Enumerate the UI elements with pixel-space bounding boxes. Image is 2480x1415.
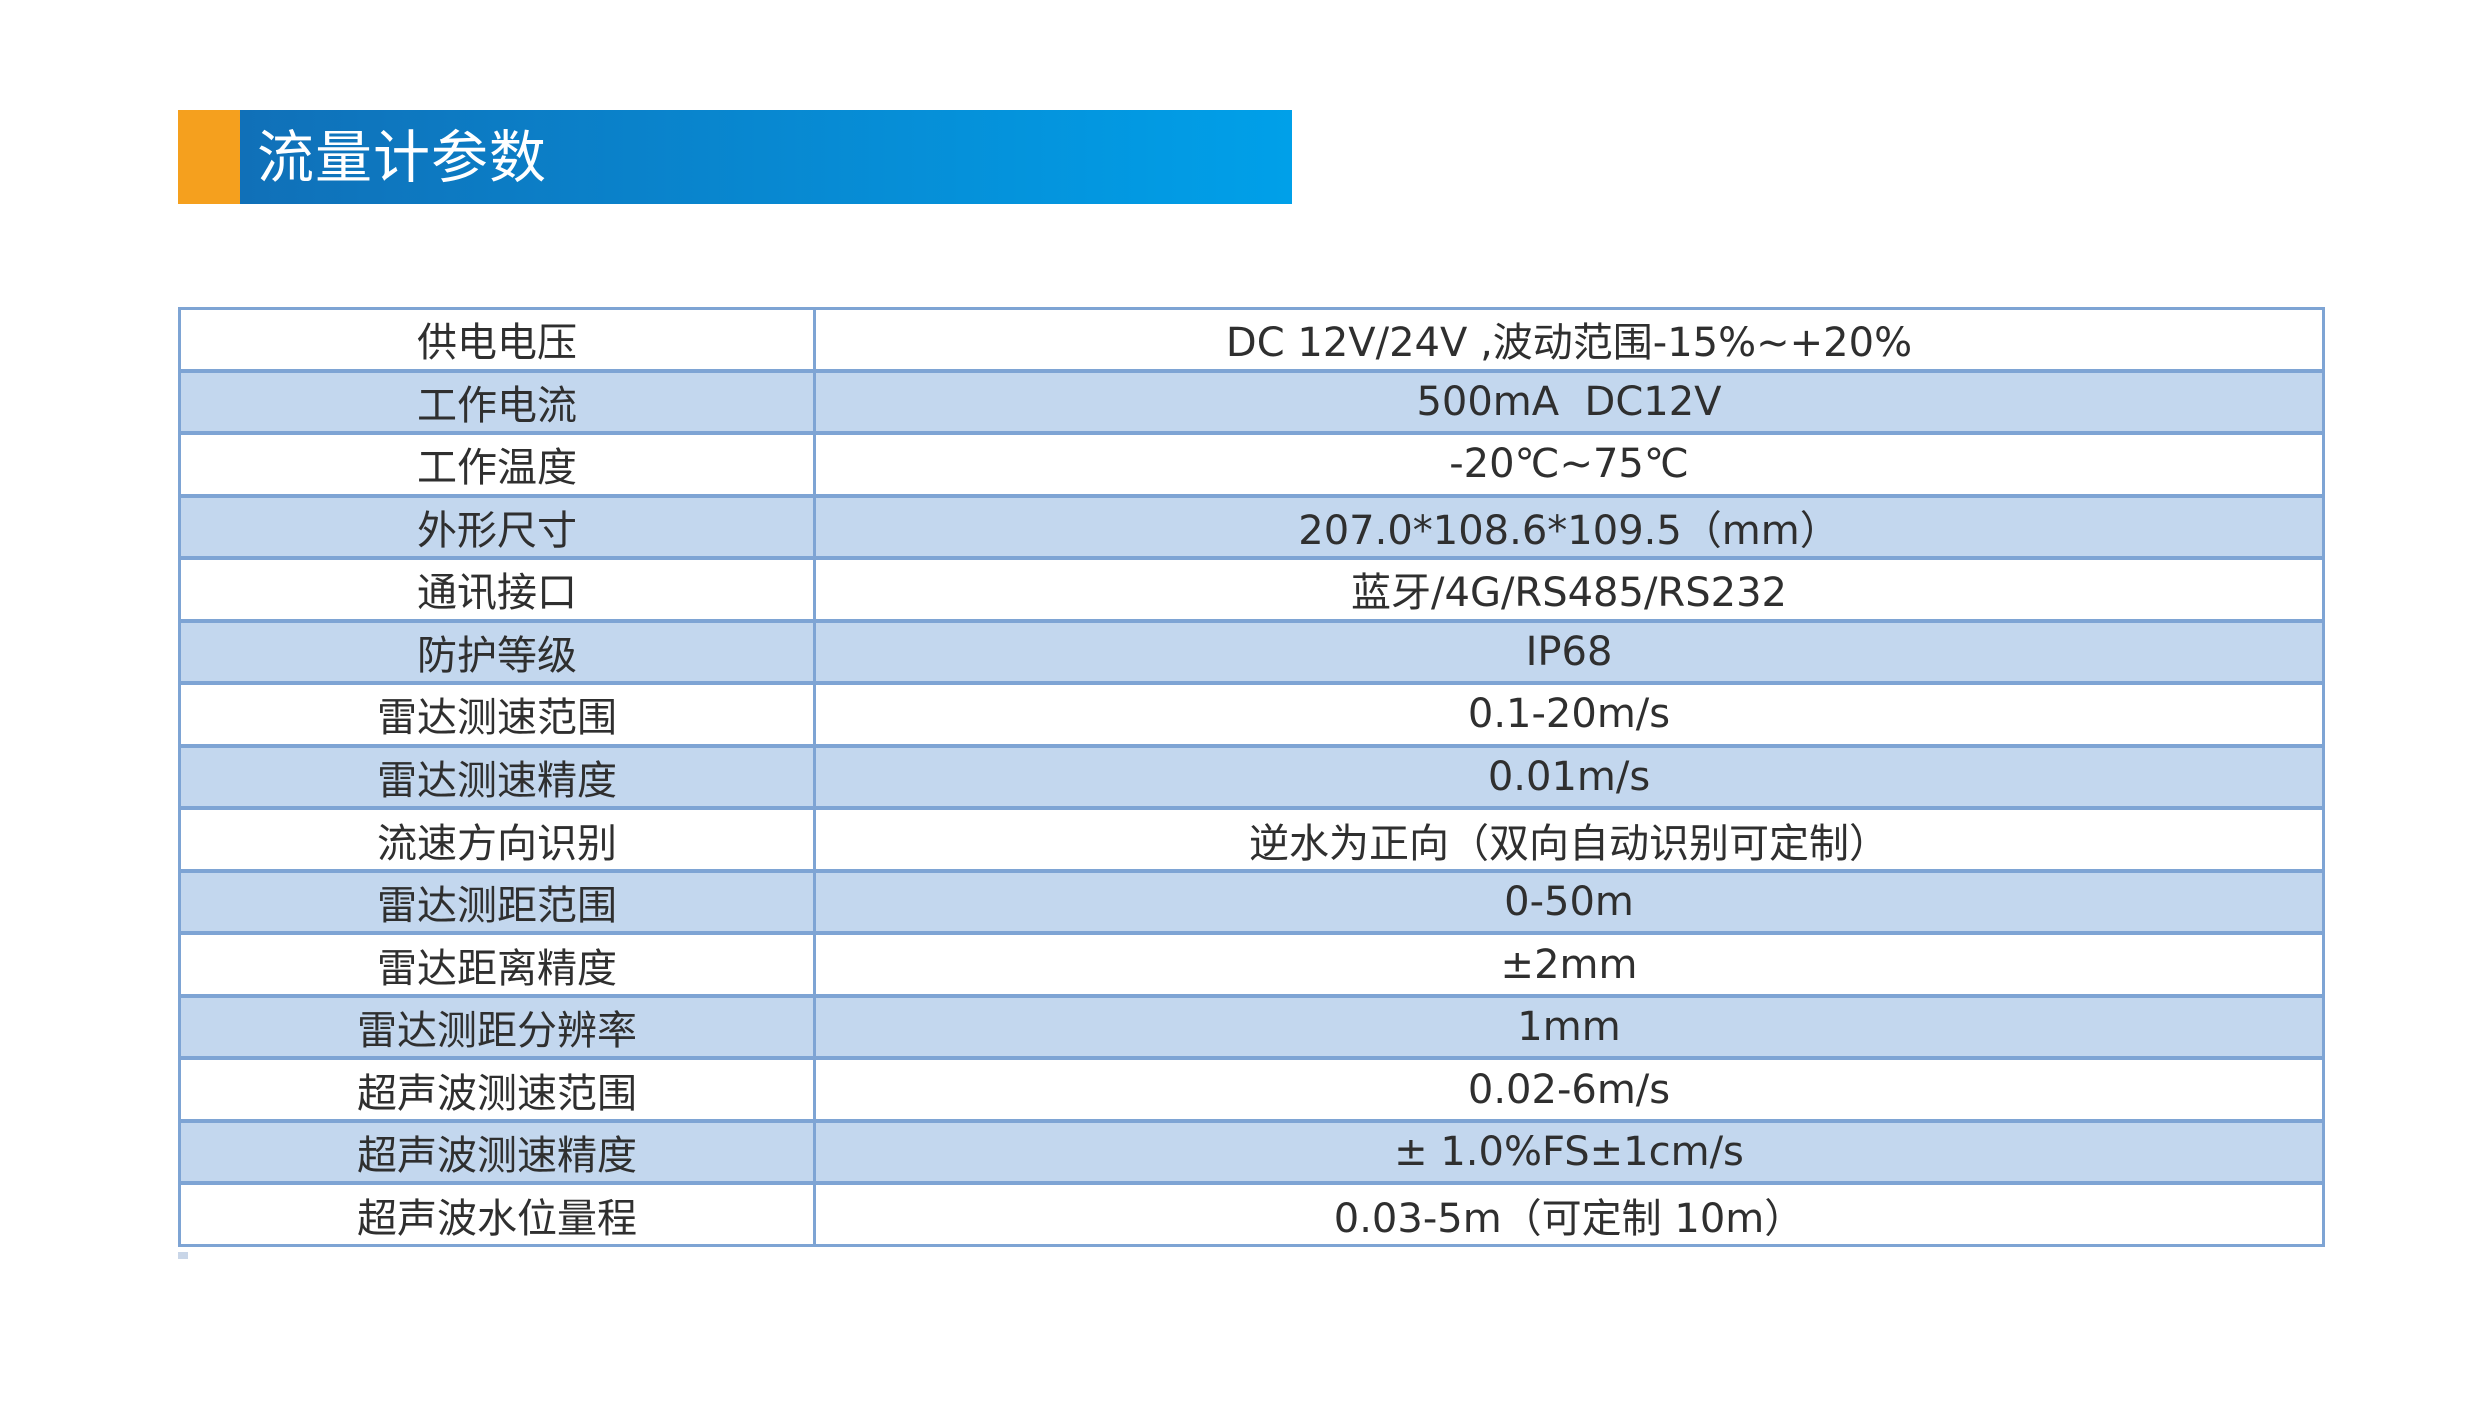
param-value: ±2mm bbox=[1500, 941, 1638, 988]
table-row: 超声波测速范围 0.02-6m/s bbox=[181, 1056, 2322, 1119]
param-value: 0.02-6m/s bbox=[1467, 1066, 1671, 1113]
param-label: 流速方向识别 bbox=[181, 810, 816, 869]
param-label: 工作电流 bbox=[181, 372, 816, 432]
param-value: ± 1.0%FS±1cm/s bbox=[1394, 1129, 1744, 1176]
param-value: 0.1-20m/s bbox=[1467, 691, 1671, 738]
param-value: DC 12V/24V ,波动范围-15%~+20% bbox=[1225, 320, 1913, 367]
table-corner-tick bbox=[178, 1252, 188, 1259]
param-value: 500mA DC12V bbox=[1416, 378, 1722, 425]
param-label: 雷达测距分辨率 bbox=[181, 997, 816, 1057]
param-value: 逆水为正向（双向自动识别可定制） bbox=[1249, 820, 1889, 867]
page-title: 流量计参数 bbox=[257, 125, 547, 191]
table-row: 供电电压 DC 12V/24V ,波动范围-15%~+20% bbox=[181, 310, 2322, 369]
table-row: 流速方向识别 逆水为正向（双向自动识别可定制） bbox=[181, 806, 2322, 869]
param-label: 雷达测距范围 bbox=[181, 872, 816, 932]
param-value: -20℃~75℃ bbox=[1449, 441, 1689, 488]
table-row: 工作温度 -20℃~75℃ bbox=[181, 431, 2322, 494]
param-label: 超声波测速精度 bbox=[181, 1122, 816, 1182]
param-label: 工作温度 bbox=[181, 435, 816, 494]
spec-table: 供电电压 DC 12V/24V ,波动范围-15%~+20% 工作电流 500m… bbox=[178, 307, 2325, 1247]
param-value: 0.01m/s bbox=[1487, 753, 1651, 800]
param-label: 超声波测速范围 bbox=[181, 1060, 816, 1119]
table-row: 雷达测速范围 0.1-20m/s bbox=[181, 681, 2322, 744]
section-banner: 流量计参数 bbox=[240, 110, 1292, 204]
param-label: 防护等级 bbox=[181, 622, 816, 682]
param-value: IP68 bbox=[1525, 628, 1613, 675]
param-value: 蓝牙/4G/RS485/RS232 bbox=[1351, 570, 1787, 617]
param-label: 通讯接口 bbox=[181, 560, 816, 619]
param-label: 雷达测速精度 bbox=[181, 747, 816, 807]
table-row: 通讯接口 蓝牙/4G/RS485/RS232 bbox=[181, 556, 2322, 619]
param-value: 0.03-5m（可定制 10m） bbox=[1333, 1195, 1805, 1242]
param-label: 供电电压 bbox=[181, 310, 816, 369]
table-row: 雷达测距范围 0-50m bbox=[181, 868, 2322, 932]
param-label: 雷达测速范围 bbox=[181, 685, 816, 744]
param-value: 1mm bbox=[1517, 1004, 1621, 1051]
param-label: 超声波水位量程 bbox=[181, 1185, 816, 1244]
table-row: 超声波测速精度 ± 1.0%FS±1cm/s bbox=[181, 1118, 2322, 1182]
table-row: 雷达测距分辨率 1mm bbox=[181, 993, 2322, 1057]
table-row: 雷达测速精度 0.01m/s bbox=[181, 743, 2322, 807]
table-row: 雷达距离精度 ±2mm bbox=[181, 931, 2322, 994]
param-value: 207.0*108.6*109.5（mm） bbox=[1298, 507, 1840, 554]
table-row: 工作电流 500mA DC12V bbox=[181, 368, 2322, 432]
banner-accent-block bbox=[178, 110, 240, 204]
table-row: 外形尺寸 207.0*108.6*109.5（mm） bbox=[181, 493, 2322, 557]
param-value: 0-50m bbox=[1504, 879, 1634, 926]
param-label: 雷达距离精度 bbox=[181, 935, 816, 994]
table-row: 防护等级 IP68 bbox=[181, 618, 2322, 682]
table-row: 超声波水位量程 0.03-5m（可定制 10m） bbox=[181, 1181, 2322, 1244]
param-label: 外形尺寸 bbox=[181, 497, 816, 557]
